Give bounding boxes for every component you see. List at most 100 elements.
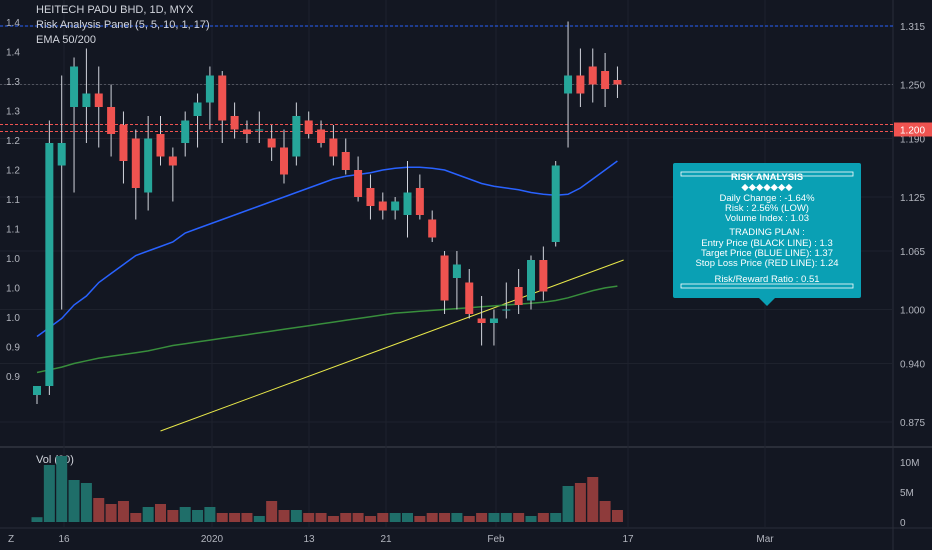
candle-down bbox=[107, 84, 116, 157]
volume-bar bbox=[513, 513, 525, 522]
candle-body bbox=[391, 201, 400, 211]
volume-bar bbox=[414, 516, 426, 522]
candle-body bbox=[119, 125, 128, 161]
candle-up bbox=[452, 251, 461, 310]
candle-down bbox=[131, 129, 140, 220]
panel-stop-loss-price: Stop Loss Price (RED LINE): 1.24 bbox=[695, 258, 838, 269]
volume-bar bbox=[525, 516, 537, 522]
candle-body bbox=[341, 152, 350, 170]
time-label: 21 bbox=[380, 534, 392, 545]
indicator-label[interactable]: Risk Analysis Panel (5, 5, 10, 1, 17) bbox=[36, 19, 210, 31]
panel-entry-price: Entry Price (BLACK LINE) : 1.3 bbox=[701, 238, 832, 249]
candle-body bbox=[205, 75, 214, 103]
panel-risk-reward: Risk/Reward Ratio : 0.51 bbox=[714, 274, 819, 285]
candle-body bbox=[564, 75, 573, 94]
candle-up bbox=[255, 111, 264, 143]
left-axis-label: 1.4 bbox=[6, 18, 20, 29]
candle-up bbox=[181, 111, 190, 157]
candle-up bbox=[391, 197, 400, 220]
candle-down bbox=[230, 102, 239, 139]
candle-body bbox=[218, 75, 227, 121]
volume-bar bbox=[229, 513, 241, 522]
right-axis-label: 0.940 bbox=[900, 360, 925, 371]
candle-body bbox=[354, 170, 363, 197]
candle-body bbox=[403, 192, 412, 215]
candle-body bbox=[601, 71, 610, 89]
panel-plan-title: TRADING PLAN : bbox=[729, 227, 805, 238]
left-axis-label: 1.0 bbox=[6, 313, 20, 324]
volume-bar bbox=[105, 504, 117, 522]
volume-bar bbox=[241, 513, 253, 522]
candle-body bbox=[514, 287, 523, 305]
candle-body bbox=[329, 138, 338, 157]
right-axis-label: 1.000 bbox=[900, 306, 925, 317]
volume-bar bbox=[537, 513, 549, 522]
candle-body bbox=[477, 318, 486, 323]
candle-body bbox=[551, 165, 560, 242]
panel-risk: Risk : 2.56% (LOW) bbox=[725, 203, 809, 214]
volume-bar bbox=[611, 510, 623, 522]
volume-bar bbox=[266, 501, 278, 522]
left-axis-label: 1.3 bbox=[6, 77, 20, 88]
volume-bar bbox=[130, 513, 142, 522]
volume-bar bbox=[290, 510, 302, 522]
candle-body bbox=[539, 260, 548, 292]
volume-bar bbox=[216, 513, 228, 522]
candle-body bbox=[292, 116, 301, 157]
candle-down bbox=[94, 66, 103, 148]
volume-bar bbox=[56, 456, 68, 522]
candle-body bbox=[489, 318, 498, 323]
candle-body bbox=[415, 188, 424, 215]
ema50-line bbox=[36, 160, 618, 338]
volume-bar bbox=[278, 510, 290, 522]
candle-up bbox=[33, 386, 41, 404]
panel-diamonds: ◆◆◆◆◆◆◆ bbox=[741, 182, 793, 193]
volume-bar bbox=[93, 498, 105, 522]
volume-bar bbox=[439, 513, 451, 522]
candle-body bbox=[267, 138, 276, 148]
volume-bar bbox=[303, 513, 315, 522]
candle-up bbox=[403, 161, 412, 238]
volume-bar bbox=[43, 465, 55, 522]
left-axis-label: 1.2 bbox=[6, 166, 20, 177]
right-axis-label: 1.065 bbox=[900, 247, 925, 258]
volume-axis-label: 0 bbox=[900, 518, 906, 529]
left-axis-label: 0.9 bbox=[6, 372, 20, 383]
candle-up bbox=[489, 309, 498, 346]
candle-up bbox=[193, 93, 202, 148]
candle-down bbox=[440, 251, 449, 314]
panel-target-price: Target Price (BLUE LINE): 1.37 bbox=[701, 248, 833, 259]
risk-panel-pointer bbox=[759, 298, 775, 306]
candle-down bbox=[242, 120, 251, 143]
left-axis-label: 1.0 bbox=[6, 254, 20, 265]
candle-up bbox=[205, 66, 214, 130]
candle-up bbox=[551, 161, 560, 247]
candle-down bbox=[366, 174, 375, 220]
volume-bar bbox=[192, 510, 204, 522]
candle-body bbox=[94, 93, 103, 107]
volume-bar bbox=[377, 513, 389, 522]
volume-bar bbox=[142, 507, 154, 522]
candle-body bbox=[242, 129, 251, 134]
volume-bar bbox=[599, 501, 611, 522]
candle-body bbox=[378, 201, 387, 211]
time-label: 13 bbox=[303, 534, 315, 545]
candle-down bbox=[378, 192, 387, 220]
volume-bar bbox=[389, 513, 401, 522]
current-price-tag bbox=[894, 122, 932, 137]
volume-bar bbox=[451, 513, 463, 522]
candle-body bbox=[168, 156, 177, 166]
candle-body bbox=[45, 143, 54, 386]
volume-bar bbox=[364, 516, 376, 522]
volume-bar bbox=[488, 513, 500, 522]
time-label: 2020 bbox=[201, 534, 224, 545]
candle-body bbox=[230, 116, 239, 130]
candle-body bbox=[181, 120, 190, 143]
candle-up bbox=[292, 102, 301, 166]
volume-bar bbox=[327, 516, 339, 522]
candle-up bbox=[70, 57, 79, 193]
candle-body bbox=[317, 129, 326, 143]
volume-axis-label: 5M bbox=[900, 488, 914, 499]
ema-label[interactable]: EMA 50/200 bbox=[36, 34, 96, 46]
